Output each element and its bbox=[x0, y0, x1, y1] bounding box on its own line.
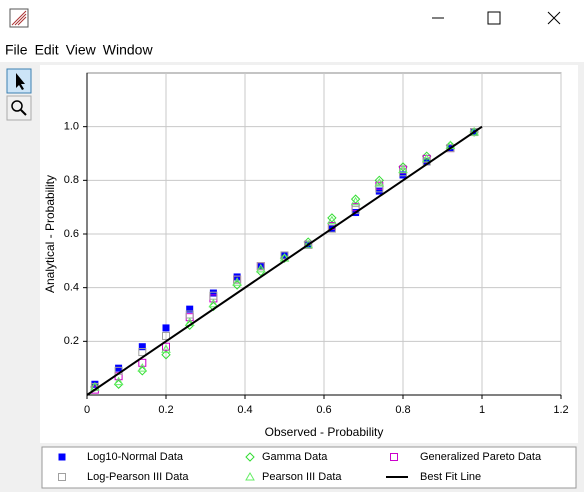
data-point bbox=[257, 262, 265, 270]
legend-label: Pearson III Data bbox=[262, 471, 342, 483]
legend-swatch bbox=[390, 453, 398, 461]
legend-swatch bbox=[58, 473, 66, 481]
data-point bbox=[375, 187, 383, 195]
data-point bbox=[421, 153, 432, 163]
data-point bbox=[350, 194, 361, 204]
data-point bbox=[232, 277, 242, 286]
y-tick-label: 1.0 bbox=[64, 121, 79, 133]
data-point bbox=[398, 162, 408, 172]
data-point bbox=[327, 213, 337, 223]
data-point bbox=[208, 298, 219, 308]
y-tick-label: 0.8 bbox=[64, 174, 79, 186]
data-point bbox=[115, 364, 123, 372]
data-point bbox=[138, 358, 147, 367]
legend-label: Log-Pearson III Data bbox=[87, 471, 189, 483]
y-tick-label: 0.4 bbox=[64, 282, 79, 294]
data-point bbox=[303, 237, 313, 247]
y-axis-label: Analytical - Probability bbox=[43, 175, 57, 293]
legend-swatch bbox=[58, 453, 66, 461]
x-tick-label: 1 bbox=[479, 404, 485, 416]
data-point bbox=[374, 178, 385, 187]
data-point bbox=[233, 273, 241, 281]
menu-item[interactable]: View bbox=[66, 42, 97, 58]
x-tick-label: 0.8 bbox=[395, 404, 410, 416]
data-point bbox=[162, 331, 170, 340]
close-button[interactable] bbox=[547, 11, 561, 25]
pointer-icon bbox=[16, 73, 25, 90]
data-point bbox=[233, 275, 242, 284]
data-point bbox=[161, 344, 171, 353]
fit-line bbox=[86, 125, 483, 396]
legend-swatch bbox=[245, 471, 255, 481]
x-tick-label: 0 bbox=[84, 404, 90, 416]
zoom-icon-handle bbox=[20, 109, 27, 116]
y-tick-label: 0.2 bbox=[64, 335, 79, 347]
x-axis-label: Observed - Probability bbox=[265, 425, 384, 439]
data-point bbox=[137, 363, 148, 372]
data-point bbox=[445, 140, 456, 151]
data-point bbox=[350, 196, 361, 206]
data-point bbox=[375, 184, 384, 193]
data-point bbox=[138, 343, 146, 351]
data-point bbox=[113, 376, 124, 386]
data-point bbox=[255, 263, 266, 273]
data-point bbox=[281, 251, 288, 259]
data-point bbox=[162, 342, 170, 351]
x-tick-label: 0.2 bbox=[158, 404, 173, 416]
x-tick-label: 0.4 bbox=[237, 404, 252, 416]
legend-label: Log10-Normal Data bbox=[87, 451, 184, 463]
data-point bbox=[186, 305, 194, 313]
data-point bbox=[279, 253, 290, 263]
data-point bbox=[91, 380, 99, 388]
data-point bbox=[399, 171, 407, 179]
zoom-icon bbox=[11, 100, 23, 112]
zoom-tool[interactable] bbox=[6, 95, 32, 121]
y-tick-label: 0.6 bbox=[64, 228, 79, 240]
maximize-button[interactable] bbox=[487, 11, 501, 25]
data-point bbox=[256, 262, 265, 271]
data-point bbox=[161, 350, 171, 360]
legend-label: Best Fit Line bbox=[420, 471, 481, 483]
data-point bbox=[421, 151, 432, 161]
menu-item[interactable]: File bbox=[5, 42, 28, 58]
x-tick-label: 1.2 bbox=[553, 404, 568, 416]
legend bbox=[41, 446, 577, 489]
data-point bbox=[209, 289, 217, 297]
title-bar bbox=[0, 0, 584, 62]
x-tick-label: 0.6 bbox=[316, 404, 331, 416]
app-icon-lines bbox=[11, 10, 27, 26]
data-point bbox=[162, 324, 170, 332]
legend-label: Generalized Pareto Data bbox=[420, 451, 542, 463]
data-point bbox=[374, 175, 385, 186]
data-point bbox=[398, 164, 408, 174]
menu-item[interactable]: Edit bbox=[35, 42, 59, 58]
data-point bbox=[138, 348, 147, 357]
legend-swatch bbox=[245, 452, 255, 462]
data-point bbox=[280, 251, 289, 260]
legend-label: Gamma Data bbox=[262, 451, 328, 463]
menu-item[interactable]: Window bbox=[103, 42, 154, 58]
data-point bbox=[327, 224, 336, 233]
data-point bbox=[327, 215, 337, 225]
